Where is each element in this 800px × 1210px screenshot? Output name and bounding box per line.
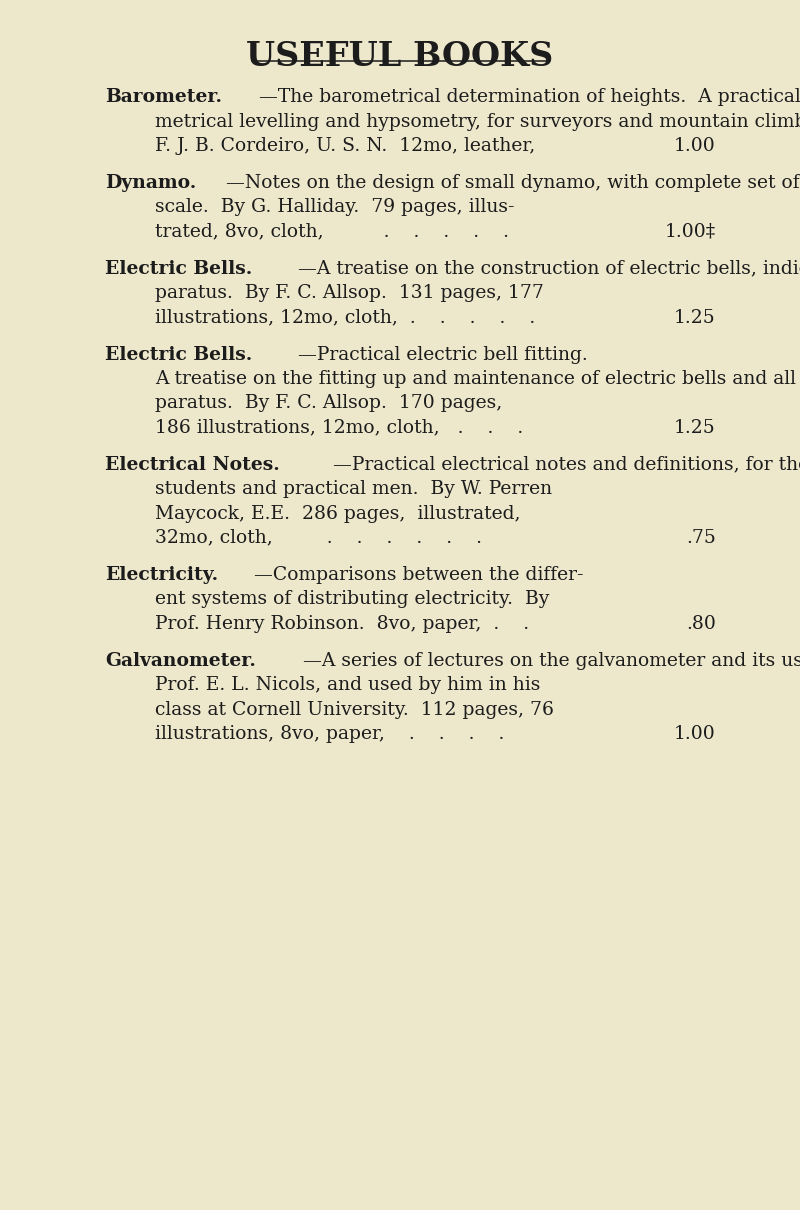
Text: .75: .75 (686, 529, 716, 547)
Text: Barometer.: Barometer. (105, 88, 222, 106)
Text: paratus.  By F. C. Allsop.  131 pages, 177: paratus. By F. C. Allsop. 131 pages, 177 (155, 284, 544, 302)
Text: —A treatise on the construction of electric bells, indicators and similar ap-: —A treatise on the construction of elect… (298, 260, 800, 278)
Text: —Notes on the design of small dynamo, with complete set of drawings to: —Notes on the design of small dynamo, wi… (226, 174, 800, 192)
Text: illustrations, 8vo, paper,    .    .    .    .: illustrations, 8vo, paper, . . . . (155, 725, 505, 743)
Text: 186 illustrations, 12mo, cloth,   .    .    .: 186 illustrations, 12mo, cloth, . . . (155, 419, 523, 437)
Text: Maycock, E.E.  286 pages,  illustrated,: Maycock, E.E. 286 pages, illustrated, (155, 505, 521, 523)
Text: students and practical men.  By W. Perren: students and practical men. By W. Perren (155, 480, 552, 499)
Text: illustrations, 12mo, cloth,  .    .    .    .    .: illustrations, 12mo, cloth, . . . . . (155, 309, 535, 327)
Text: —Comparisons between the differ-: —Comparisons between the differ- (254, 566, 583, 584)
Text: —Practical electrical notes and definitions, for the use of engineering: —Practical electrical notes and definiti… (334, 456, 800, 474)
Text: Galvanometer.: Galvanometer. (105, 652, 256, 670)
Text: paratus.  By F. C. Allsop.  170 pages,: paratus. By F. C. Allsop. 170 pages, (155, 394, 502, 413)
Text: .80: .80 (686, 615, 716, 633)
Text: scale.  By G. Halliday.  79 pages, illus-: scale. By G. Halliday. 79 pages, illus- (155, 198, 514, 217)
Text: Electricity.: Electricity. (105, 566, 218, 584)
Text: Dynamo.: Dynamo. (105, 174, 196, 192)
Text: USEFUL BOOKS: USEFUL BOOKS (246, 40, 554, 73)
Text: —A series of lectures on the galvanometer and its uses, delivered by: —A series of lectures on the galvanomete… (302, 652, 800, 670)
Text: A treatise on the fitting up and maintenance of electric bells and all their nec: A treatise on the fitting up and mainten… (155, 370, 800, 388)
Text: metrical levelling and hypsometry, for surveyors and mountain climbers.  By Dr.: metrical levelling and hypsometry, for s… (155, 113, 800, 131)
Text: Electrical Notes.: Electrical Notes. (105, 456, 279, 474)
Text: F. J. B. Cordeiro, U. S. N.  12mo, leather,: F. J. B. Cordeiro, U. S. N. 12mo, leathe… (155, 137, 535, 155)
Text: ent systems of distributing electricity.  By: ent systems of distributing electricity.… (155, 590, 550, 609)
Text: 1.25: 1.25 (674, 309, 716, 327)
Text: 1.00: 1.00 (674, 137, 716, 155)
Text: 1.00‡: 1.00‡ (665, 223, 716, 241)
Text: class at Cornell University.  112 pages, 76: class at Cornell University. 112 pages, … (155, 701, 554, 719)
Text: Electric Bells.: Electric Bells. (105, 346, 252, 364)
Text: Prof. Henry Robinson.  8vo, paper,  .    .: Prof. Henry Robinson. 8vo, paper, . . (155, 615, 530, 633)
Text: 1.00: 1.00 (674, 725, 716, 743)
Text: Electric Bells.: Electric Bells. (105, 260, 252, 278)
Text: 1.25: 1.25 (674, 419, 716, 437)
Text: Prof. E. L. Nicols, and used by him in his: Prof. E. L. Nicols, and used by him in h… (155, 676, 541, 695)
Text: —The barometrical determination of heights.  A practical method of baro-: —The barometrical determination of heigh… (259, 88, 800, 106)
Text: trated, 8vo, cloth,          .    .    .    .    .: trated, 8vo, cloth, . . . . . (155, 223, 510, 241)
Text: —Practical electric bell fitting.: —Practical electric bell fitting. (298, 346, 588, 364)
Text: 32mo, cloth,         .    .    .    .    .    .: 32mo, cloth, . . . . . . (155, 529, 482, 547)
